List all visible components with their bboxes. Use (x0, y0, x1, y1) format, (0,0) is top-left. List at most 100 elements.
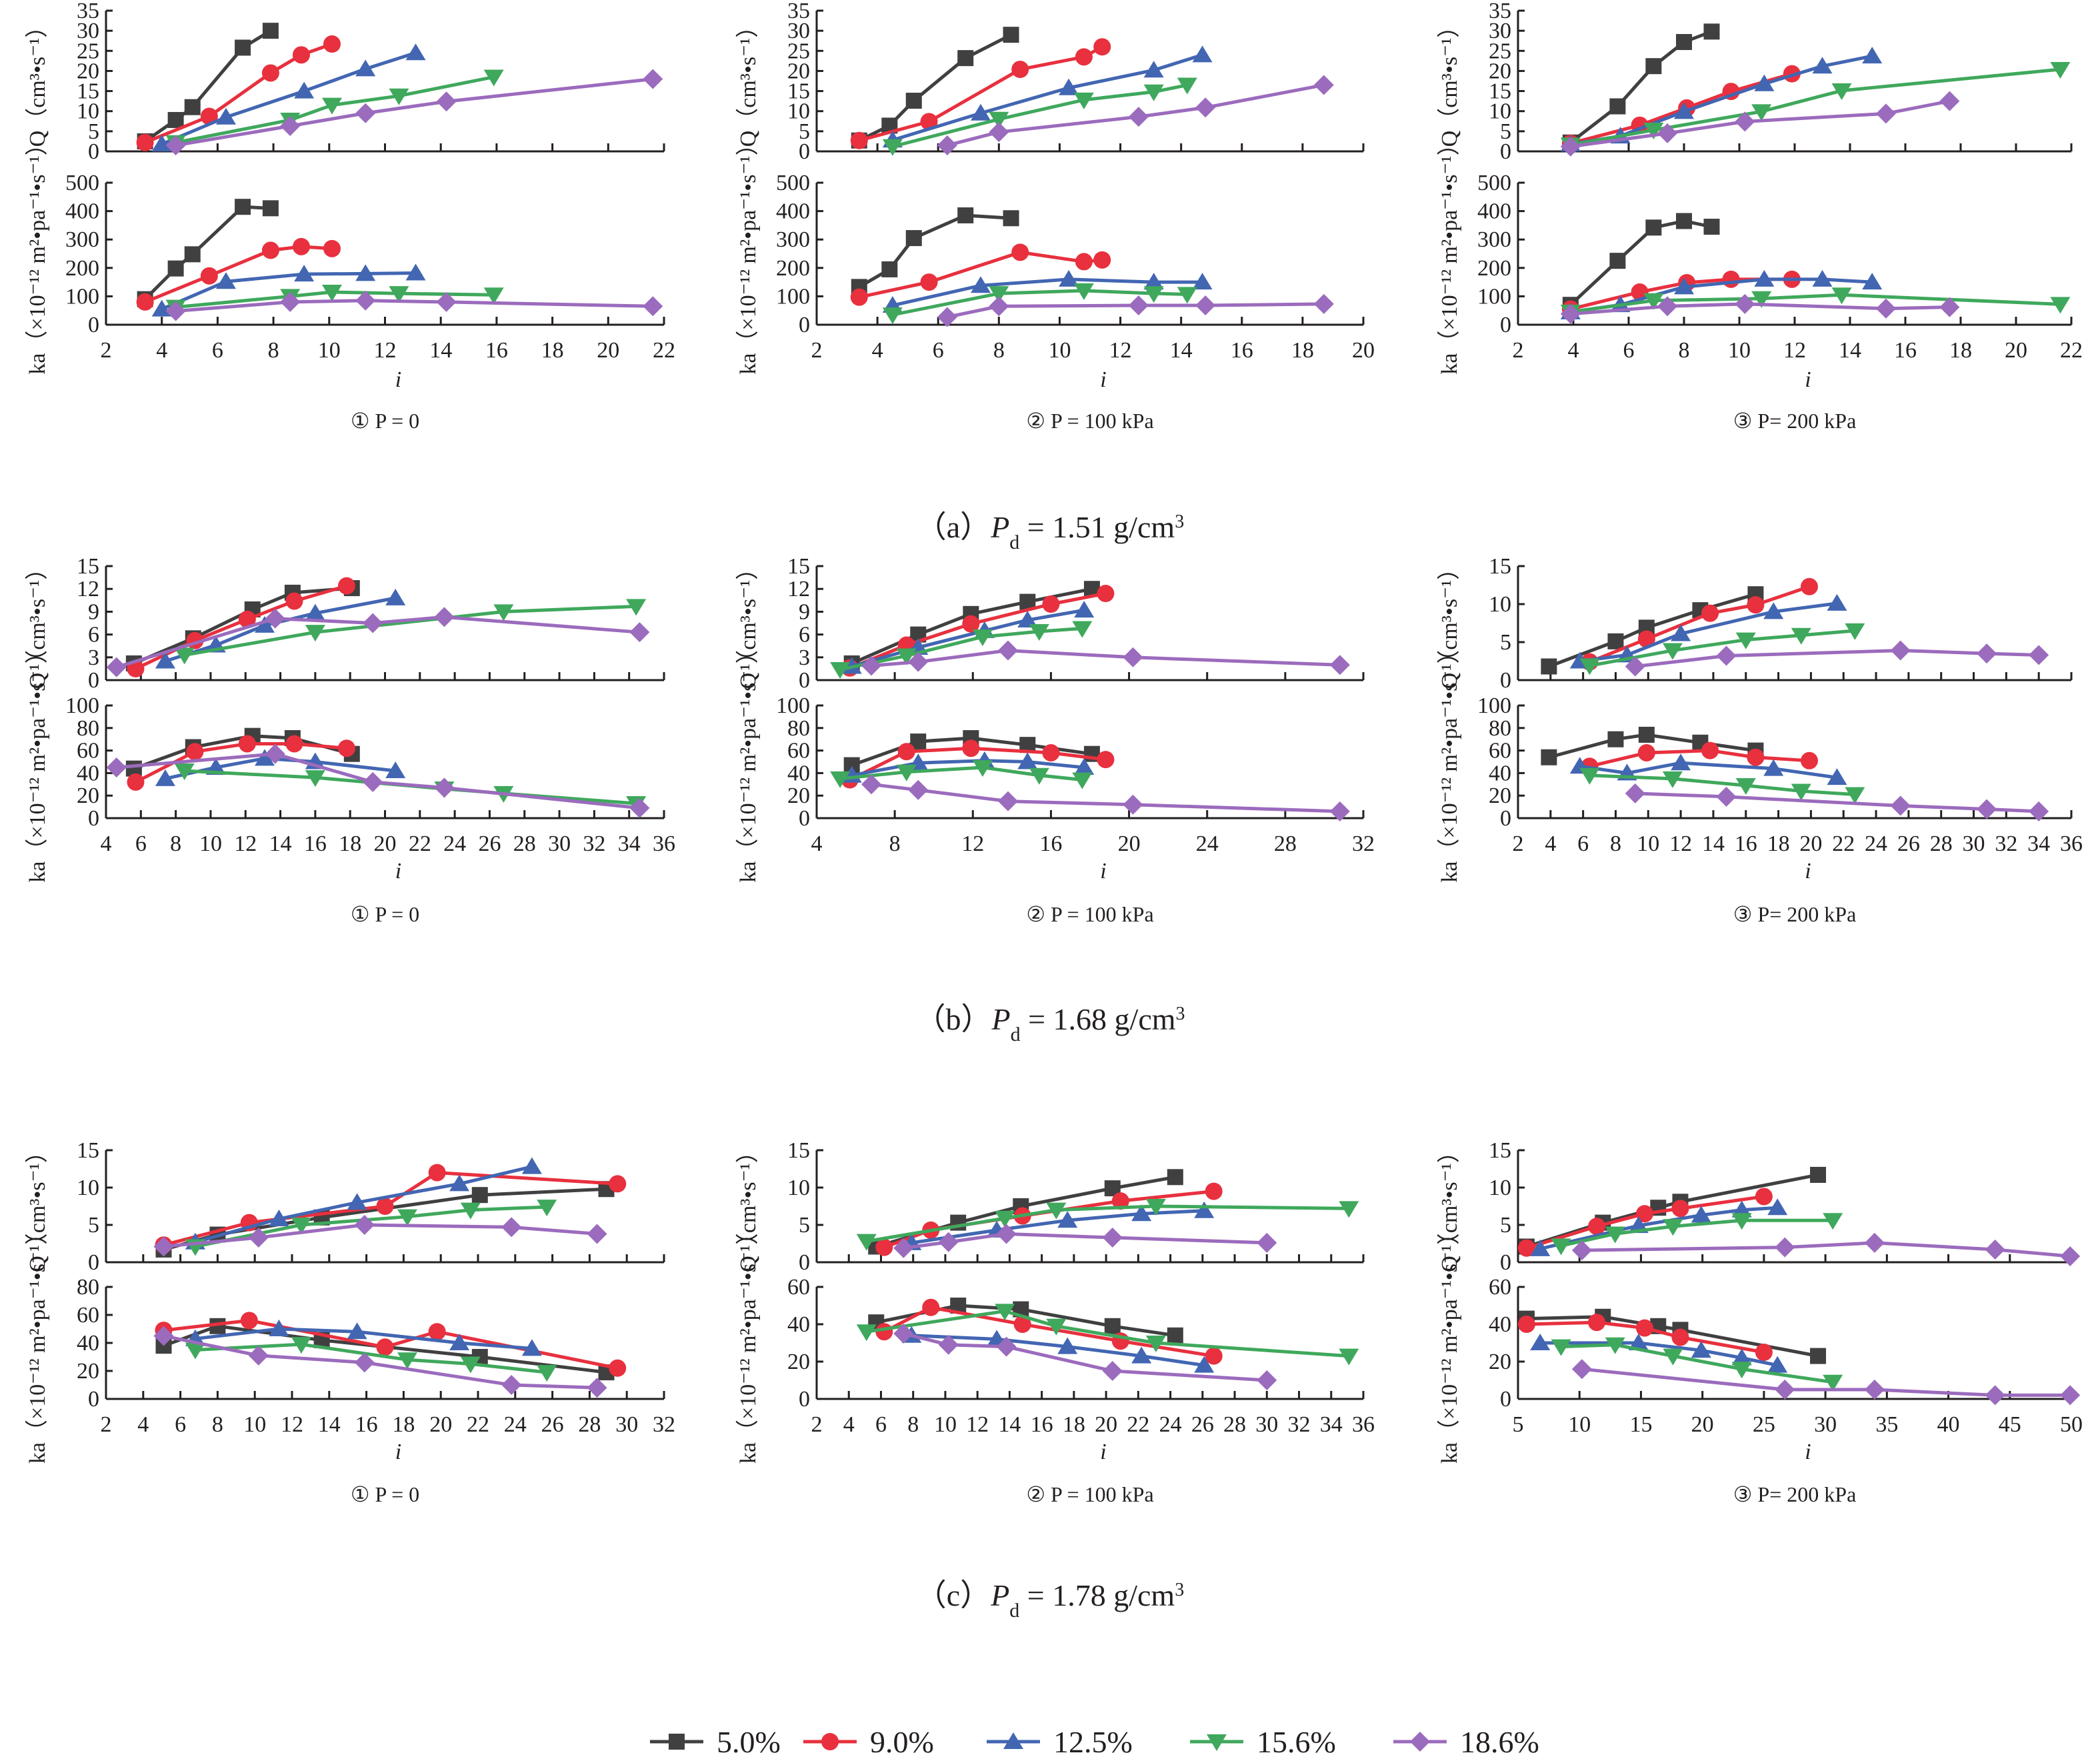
panel-subcaption: ③ P= 200 kPa (1733, 409, 1857, 433)
data-point (972, 759, 993, 777)
data-point (153, 1326, 174, 1346)
data-point (1073, 92, 1094, 109)
data-point (1605, 1337, 1625, 1354)
x-tick-label: 2 (811, 1412, 823, 1437)
series-9_0pct (875, 1298, 1223, 1365)
data-point (1735, 111, 1755, 132)
data-point (1823, 1374, 1843, 1392)
series-15_6pct (882, 77, 1197, 156)
data-point (1985, 1239, 2005, 1260)
data-point (321, 285, 342, 302)
data-point (255, 615, 275, 633)
series-18_6pct (861, 774, 1350, 821)
x-tick-label: 4 (811, 831, 823, 856)
y-tick-label: 12 (77, 577, 99, 601)
y-tick-label: 10 (787, 1176, 810, 1200)
caption-part: = 1.68 g/cm (1021, 1002, 1176, 1036)
series-line (1570, 67, 2061, 147)
data-point (1767, 1198, 1788, 1216)
y-tick-label: 80 (77, 1275, 99, 1300)
x-tick-label: 20 (1118, 831, 1141, 856)
caption-part: （b） (915, 1002, 991, 1036)
series-9_0pct (1517, 1188, 1773, 1257)
y-tick-label: 25 (787, 39, 810, 63)
data-point (1674, 277, 1694, 295)
data-point (1046, 1318, 1067, 1336)
y-axis-title: ka（×10⁻¹² m²•pa⁻¹•s⁻¹） (735, 641, 761, 882)
data-point (1571, 1359, 1592, 1380)
y-tick-label: 20 (77, 783, 99, 808)
data-point (971, 276, 991, 293)
data-point (1625, 656, 1645, 677)
y-axis-title: Q（cm³•s⁻¹） (25, 1140, 50, 1272)
data-point (1167, 1169, 1183, 1186)
data-point (995, 1210, 1015, 1228)
data-point (449, 1334, 470, 1350)
data-point (1128, 107, 1149, 127)
data-point (920, 273, 938, 291)
row-caption: （b）Pd = 1.68 g/cm3 (915, 1002, 1185, 1046)
data-point (1763, 602, 1784, 619)
data-point (1192, 273, 1213, 290)
data-point (261, 241, 279, 259)
x-tick-label: 8 (1679, 338, 1690, 363)
data-point (1628, 1334, 1649, 1350)
x-tick-label: 18 (392, 1412, 415, 1437)
x-tick-label: 34 (1320, 1412, 1343, 1437)
data-point (1339, 1201, 1359, 1218)
caption-part: d (1011, 1024, 1021, 1046)
data-point (1716, 645, 1737, 666)
x-tick-label: 12 (961, 831, 984, 856)
series-18_6pct (165, 69, 663, 155)
data-point (830, 771, 851, 788)
y-axis-title: Q（cm³•s⁻¹） (735, 557, 761, 689)
caption-part: 3 (1175, 511, 1184, 532)
data-point (938, 1232, 959, 1252)
series-9_0pct (136, 237, 341, 311)
data-point (1530, 1334, 1551, 1350)
x-tick-label: 18 (1767, 831, 1790, 856)
data-point (587, 1224, 607, 1244)
x-tick-label: 12 (374, 338, 397, 363)
data-point (337, 739, 355, 757)
x-tick-label: 20 (1095, 1412, 1117, 1437)
data-point (238, 735, 256, 753)
data-point (200, 267, 218, 285)
data-point (521, 1157, 542, 1174)
data-point (1671, 624, 1691, 641)
data-point (2060, 1246, 2081, 1267)
data-point (1075, 253, 1093, 271)
x-tick-label: 16 (1735, 831, 1757, 856)
x-tick-label: 10 (243, 1412, 266, 1437)
series-15_6pct (174, 763, 647, 813)
x-tick-label: 22 (1127, 1412, 1149, 1437)
y-tick-label: 200 (776, 256, 810, 281)
x-tick-label: 34 (618, 831, 641, 856)
data-point (389, 88, 409, 105)
data-point (1607, 731, 1624, 747)
series-12_5pct (1530, 1334, 1788, 1373)
y-tick-label: 40 (787, 1312, 810, 1337)
y-tick-label: 0 (1500, 668, 1511, 693)
y-tick-label: 25 (77, 39, 99, 63)
data-point (1631, 283, 1649, 301)
series-18_6pct (106, 743, 650, 818)
panel-subcaption: ① P = 0 (351, 409, 419, 433)
y-tick-label: 10 (1489, 99, 1511, 124)
data-point (1123, 794, 1143, 815)
x-tick-label: 22 (653, 338, 675, 363)
data-point (1145, 1336, 1166, 1352)
y-tick-label: 35 (787, 0, 810, 23)
panel-subcaption: ③ P= 200 kPa (1733, 1482, 1857, 1506)
y-tick-label: 0 (88, 1250, 99, 1275)
chart-panel-c1: 0 5 10 15 Q（cm³•s⁻¹） 0 20 40 60 80 2 4 6 8 10 12 14 16 18 2… (25, 1138, 675, 1506)
data-point (1123, 647, 1143, 667)
data-point (151, 299, 172, 317)
y-tick-label: 10 (77, 1176, 99, 1200)
x-tick-label: 30 (1814, 1412, 1837, 1437)
data-point (1755, 1344, 1773, 1361)
series-15_6pct (1560, 62, 2071, 155)
series-5_0pct (1541, 726, 1764, 765)
y-tick-label: 20 (787, 1350, 810, 1374)
